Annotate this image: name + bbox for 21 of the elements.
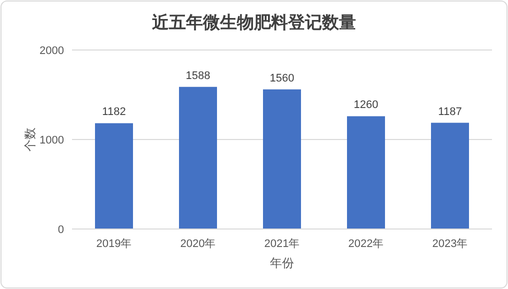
data-label: 1187 bbox=[438, 106, 462, 118]
bar bbox=[431, 122, 469, 229]
x-axis-title: 年份 bbox=[270, 256, 294, 270]
y-axis-title: 个数 bbox=[23, 128, 37, 152]
data-label: 1588 bbox=[186, 70, 210, 82]
data-label: 1260 bbox=[354, 99, 378, 112]
data-label: 1182 bbox=[102, 106, 126, 118]
chart-title: 近五年微生物肥料登记数量 bbox=[151, 13, 356, 33]
x-tick-label: 2021年 bbox=[264, 238, 300, 250]
x-tick-label: 2023年 bbox=[432, 238, 468, 250]
x-tick-label: 2020年 bbox=[180, 238, 216, 250]
bar bbox=[179, 86, 217, 229]
data-label: 1560 bbox=[270, 72, 294, 84]
bar bbox=[347, 116, 385, 229]
y-tick-label: 2000 bbox=[40, 45, 64, 57]
y-tick-label: 0 bbox=[58, 224, 64, 236]
bar bbox=[263, 89, 301, 229]
x-tick-label: 2022年 bbox=[348, 238, 384, 250]
x-tick-label: 2019年 bbox=[96, 238, 132, 250]
bar bbox=[95, 123, 133, 229]
y-tick-label: 1000 bbox=[40, 134, 64, 146]
